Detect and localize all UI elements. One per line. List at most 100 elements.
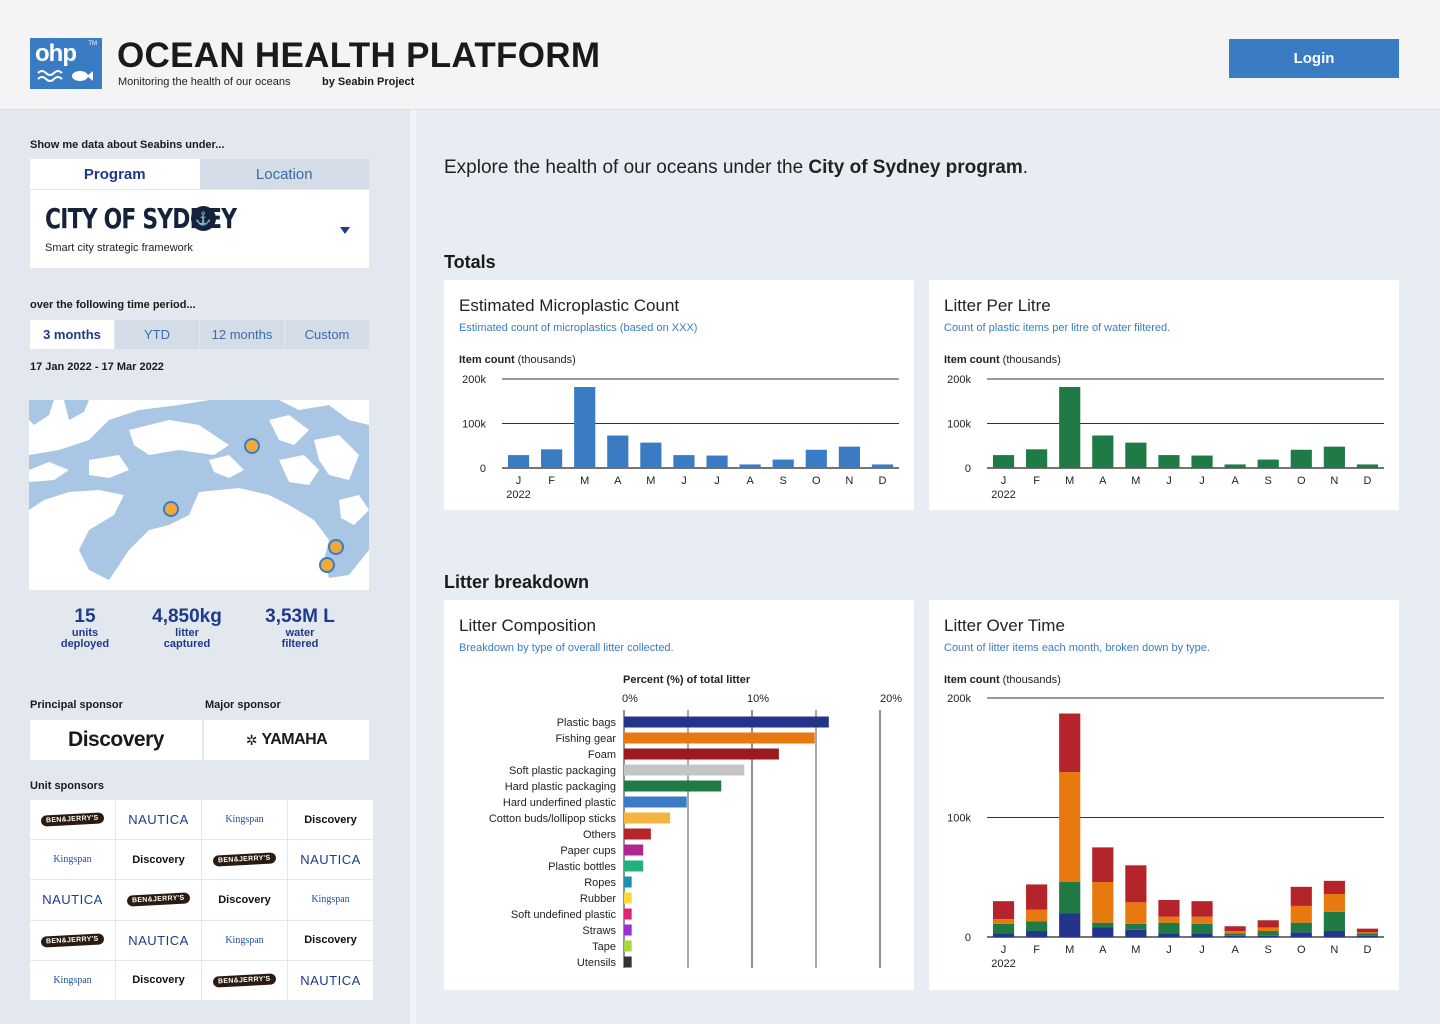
- bar: [607, 435, 629, 468]
- chart-subtitle: Estimated count of microplastics (based …: [459, 322, 698, 334]
- stat-water: 3,53M L water filtered: [255, 606, 345, 650]
- unit-sponsor-logo[interactable]: Discovery: [288, 920, 373, 960]
- bar: [1026, 449, 1048, 468]
- unit-sponsor-logo[interactable]: BEN&JERRY'S: [202, 960, 287, 1000]
- tab-ytd[interactable]: YTD: [114, 320, 199, 349]
- stat-value: 15: [74, 606, 96, 627]
- x-tick-label: A: [1231, 944, 1239, 956]
- principal-sponsor-logo[interactable]: Discovery: [30, 720, 202, 760]
- x-tick-label: S: [1265, 944, 1272, 956]
- unit-sponsor-logo[interactable]: NAUTICA: [30, 880, 115, 920]
- bar: [673, 455, 695, 468]
- period-label: over the following time period...: [30, 299, 196, 311]
- bar: [541, 449, 563, 468]
- category-label: Hard plastic packaging: [505, 781, 616, 793]
- x-tick-label: M: [1065, 944, 1074, 956]
- program-select[interactable]: CITY OF SYDNEY ⚓ Smart city strategic fr…: [30, 190, 369, 268]
- login-button[interactable]: Login: [1229, 39, 1399, 78]
- unit-sponsor-logo[interactable]: Kingspan: [202, 800, 287, 840]
- sponsor-name: NAUTICA: [128, 812, 189, 828]
- bar-segment: [1290, 886, 1312, 906]
- tab-location[interactable]: Location: [199, 159, 369, 189]
- unit-sponsor-logo[interactable]: BEN&JERRY'S: [202, 840, 287, 880]
- bar: [1290, 449, 1312, 468]
- x-tick-label: D: [878, 475, 886, 487]
- tab-program[interactable]: Program: [30, 159, 200, 189]
- unit-sponsor-logo[interactable]: NAUTICA: [116, 800, 201, 840]
- unit-sponsor-logo[interactable]: BEN&JERRY'S: [30, 800, 115, 840]
- filter-tabs: Program Location: [30, 159, 369, 189]
- bar-segment: [1257, 927, 1279, 932]
- litter-per-litre-card: Litter Per Litre Count of plastic items …: [929, 280, 1399, 510]
- unit-sponsor-logo[interactable]: Kingspan: [202, 920, 287, 960]
- x-tick-label: F: [548, 475, 555, 487]
- unit-sponsor-logo[interactable]: NAUTICA: [288, 960, 373, 1000]
- unit-sponsor-logo[interactable]: BEN&JERRY'S: [30, 920, 115, 960]
- sponsor-name: NAUTICA: [42, 892, 103, 908]
- bar: [1125, 442, 1147, 468]
- bar: [1224, 464, 1246, 468]
- tab-3-months[interactable]: 3 months: [30, 320, 114, 349]
- bar-segment: [1026, 884, 1048, 910]
- bar-segment: [1158, 933, 1180, 937]
- axis-title: Item count (thousands): [459, 354, 576, 366]
- stat-label: filtered: [281, 638, 319, 650]
- unit-sponsor-logo[interactable]: NAUTICA: [116, 920, 201, 960]
- intro-prefix: Explore the health of our oceans under t…: [444, 157, 809, 178]
- totals-title: Totals: [444, 252, 496, 272]
- unit-sponsor-logo[interactable]: Discovery: [202, 880, 287, 920]
- x-tick-label: J: [1166, 475, 1172, 487]
- unit-sponsor-logo[interactable]: Kingspan: [30, 840, 115, 880]
- bar: [805, 449, 827, 468]
- x-tick-label: J: [714, 475, 720, 487]
- x-tick-label: D: [1363, 475, 1371, 487]
- x-tick-label: 10%: [747, 693, 769, 705]
- unit-sponsor-logo[interactable]: BEN&JERRY'S: [116, 880, 201, 920]
- sponsor-name: Discovery: [132, 853, 185, 866]
- bar-segment: [1026, 921, 1048, 932]
- x-tick-label: J: [1199, 944, 1205, 956]
- x-tick-label: A: [1099, 944, 1107, 956]
- chart-subtitle: Breakdown by type of overall litter coll…: [459, 642, 674, 654]
- bar: [624, 956, 632, 968]
- unit-sponsor-logo[interactable]: NAUTICA: [288, 840, 373, 880]
- sponsor-name: Kingspan: [225, 814, 264, 826]
- stat-label: litter: [175, 627, 199, 639]
- bar: [1092, 435, 1114, 468]
- bar: [624, 812, 671, 824]
- ohp-logo[interactable]: ohp TM: [30, 38, 102, 89]
- chevron-down-icon[interactable]: [340, 227, 350, 234]
- stat-value: 4,850kg: [152, 606, 222, 627]
- bar-segment: [1125, 929, 1147, 937]
- bar: [624, 940, 632, 952]
- tab-12-months[interactable]: 12 months: [199, 320, 284, 349]
- bar-segment: [1191, 916, 1213, 924]
- unit-sponsor-logo[interactable]: Discovery: [288, 800, 373, 840]
- sponsor-name: BEN&JERRY'S: [40, 933, 105, 948]
- unit-sponsor-logo[interactable]: Discovery: [116, 840, 201, 880]
- major-sponsor-logo[interactable]: ✲ YAMAHA: [204, 720, 369, 760]
- axis-title: Item count (thousands): [944, 674, 1061, 686]
- bar-segment: [1059, 882, 1081, 914]
- unit-sponsor-logo[interactable]: Kingspan: [288, 880, 373, 920]
- bar-segment: [1092, 922, 1114, 928]
- category-label: Plastic bags: [557, 717, 617, 729]
- bar: [624, 780, 722, 792]
- x-tick-label: A: [1099, 475, 1107, 487]
- stat-label: captured: [163, 638, 211, 650]
- bar-segment: [1191, 901, 1213, 917]
- x-tick-label: 0%: [622, 693, 638, 705]
- logo-trademark: TM: [88, 41, 97, 47]
- x-tick-label: O: [1297, 475, 1306, 487]
- unit-sponsor-logo[interactable]: Discovery: [116, 960, 201, 1000]
- x-year-label: 2022: [991, 489, 1015, 501]
- bar: [624, 716, 829, 728]
- location-map[interactable]: [29, 400, 369, 590]
- bar-segment: [1257, 920, 1279, 928]
- x-tick-label: N: [1330, 944, 1338, 956]
- category-label: Ropes: [584, 877, 616, 889]
- tab-custom[interactable]: Custom: [284, 320, 369, 349]
- x-tick-label: S: [780, 475, 787, 487]
- sponsor-name: Discovery: [218, 893, 271, 906]
- unit-sponsor-logo[interactable]: Kingspan: [30, 960, 115, 1000]
